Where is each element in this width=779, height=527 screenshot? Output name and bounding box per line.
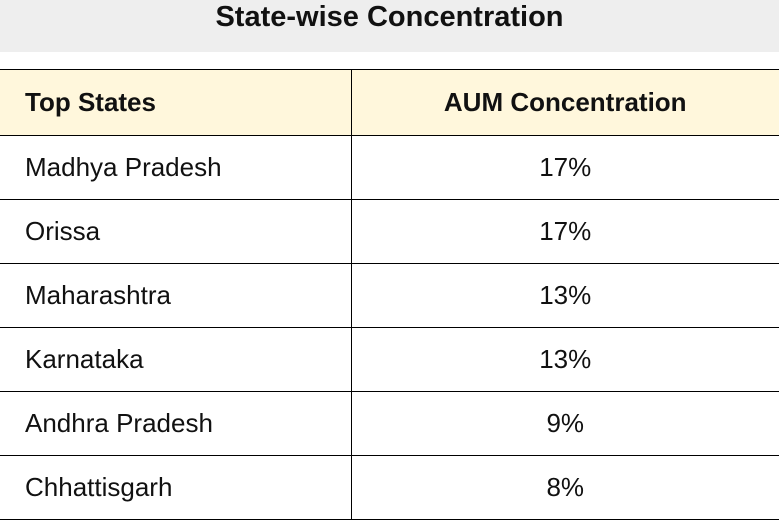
aum-cell: 17%	[350, 199, 779, 264]
state-concentration-table: Top States AUM Concentration Madhya Prad…	[0, 69, 779, 520]
table-row: Andhra Pradesh 9%	[0, 391, 779, 456]
state-cell: Maharashtra	[0, 263, 352, 328]
aum-cell: 13%	[350, 263, 779, 328]
title-bar: State-wise Concentration	[0, 0, 779, 52]
state-cell: Andhra Pradesh	[0, 391, 352, 456]
table-row: Orissa 17%	[0, 199, 779, 264]
page-title: State-wise Concentration	[215, 0, 564, 33]
state-cell: Orissa	[0, 199, 352, 264]
state-cell: Karnataka	[0, 327, 352, 392]
table-row: Chhattisgarh 8%	[0, 455, 779, 520]
header-top-states: Top States	[0, 69, 352, 136]
aum-cell: 9%	[350, 391, 779, 456]
header-aum-concentration: AUM Concentration	[350, 69, 779, 136]
table-row: Karnataka 13%	[0, 327, 779, 392]
aum-cell: 8%	[350, 455, 779, 520]
table-header-row: Top States AUM Concentration	[0, 69, 779, 136]
aum-cell: 17%	[350, 135, 779, 200]
table-row: Madhya Pradesh 17%	[0, 135, 779, 200]
state-cell: Chhattisgarh	[0, 455, 352, 520]
aum-cell: 13%	[350, 327, 779, 392]
state-cell: Madhya Pradesh	[0, 135, 352, 200]
table-row: Maharashtra 13%	[0, 263, 779, 328]
